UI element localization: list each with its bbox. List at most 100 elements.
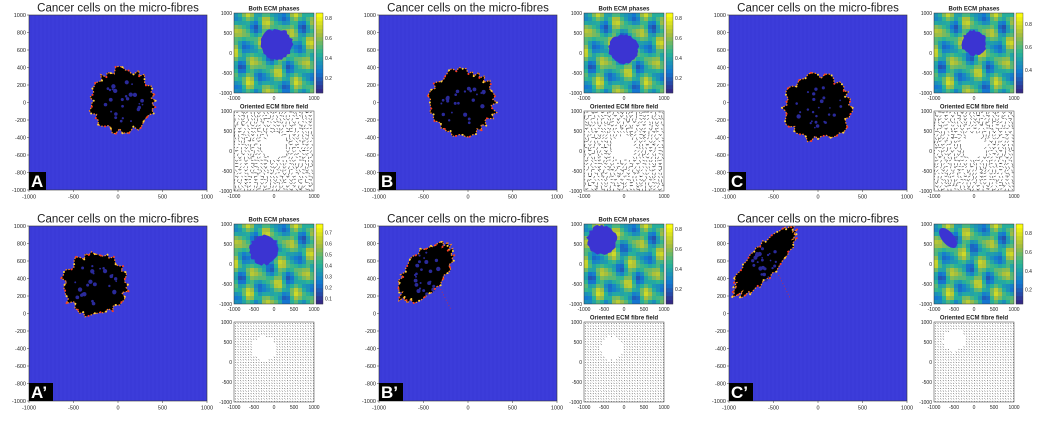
y-tick-label: 1000: [14, 224, 26, 230]
tumor-edge-cell: [412, 301, 415, 304]
tumor-void: [814, 87, 818, 91]
tumor-void: [760, 247, 764, 251]
colorbar-segment: [316, 33, 323, 38]
colorbar-segment: [666, 69, 673, 74]
tumor-edge-cell: [798, 79, 801, 82]
tumor-void: [752, 263, 756, 267]
tumor-edge-cell: [120, 301, 123, 304]
fibre-segments: [934, 322, 1014, 402]
colorbar-segment: [1016, 260, 1023, 265]
fibre-y-tick-label: 500: [224, 129, 233, 135]
colorbar-segment: [1016, 73, 1023, 78]
tumor-edge-cell: [489, 83, 492, 86]
tumor-void: [455, 89, 460, 94]
ecm-x-tick-label: 500: [640, 307, 649, 313]
tumor-void: [429, 280, 432, 283]
colorbar-tick-label: 0.7: [325, 231, 332, 237]
tumor-edge-cell: [798, 133, 801, 136]
tumor-edge-cell: [822, 134, 825, 137]
tumor-edge-cell: [747, 256, 750, 259]
fibre-y-tick-label: -500: [922, 169, 932, 175]
tumor-edge-cell: [126, 283, 129, 286]
tumor-edge-cell: [737, 293, 740, 296]
colorbar-segment: [316, 73, 323, 78]
tumor-edge-cell: [104, 125, 107, 128]
tumor-edge-cell: [770, 234, 773, 237]
tumor-void: [815, 114, 818, 118]
fibre-y-tick-label: 1000: [221, 320, 232, 326]
ecm-title: Both ECM phases: [248, 218, 300, 224]
tumor-edge-cell: [792, 243, 795, 246]
tumor-edge-cell: [114, 304, 117, 307]
fibre-x-tick-label: -1000: [228, 194, 241, 200]
colorbar-frame: [315, 12, 324, 94]
tumor-edge-cell: [114, 65, 117, 68]
tumor-void: [81, 266, 85, 270]
x-tick-label: 1000: [551, 406, 563, 412]
colorbar-segment: [1016, 77, 1023, 82]
ecm-y-tick-label: 0: [929, 262, 932, 268]
colorbar-segment: [316, 252, 323, 257]
tumor-void: [75, 295, 80, 300]
colorbar-tick-label: 0.4: [325, 56, 332, 62]
tumor-edge-cell: [123, 277, 126, 280]
fibre-axes-frame: [233, 321, 315, 403]
tumor-void: [90, 269, 95, 274]
tumor-edge-cell: [152, 112, 155, 115]
fibre-x-tick-label: -500: [599, 405, 609, 411]
tumor-edge-cell: [446, 249, 449, 252]
panel-letter-text: A’: [31, 383, 47, 402]
tumor-edge-cell: [749, 293, 752, 296]
colorbar-segment: [666, 288, 673, 293]
tumor-cluster: [426, 66, 499, 138]
x-tick-label: 500: [858, 406, 867, 412]
tumor-edge-cell: [70, 268, 73, 271]
ecm-y-tick-label: -1000: [569, 91, 582, 97]
tumor-edge-cell: [744, 294, 747, 297]
main-plot: Cancer cells on the micro-fibres -1000 -50…: [12, 3, 213, 201]
colorbar-segment: [1016, 85, 1023, 90]
ecm-x-tick-label: 500: [290, 307, 299, 313]
colorbar-segment: [666, 73, 673, 78]
panel-letter: A: [29, 172, 46, 191]
tumor-edge-cell: [784, 93, 787, 96]
ecm-y-tick-label: 1000: [571, 11, 582, 17]
tumor-edge-cell: [76, 308, 79, 311]
colorbar-tick-label: 0.3: [325, 274, 332, 280]
tumor-edge-cell: [127, 132, 130, 135]
tumor-edge-cell: [467, 72, 470, 75]
colorbar-tick-label: 0.4: [1025, 269, 1032, 275]
tumor-void: [768, 252, 771, 255]
tumor-void: [812, 92, 816, 96]
colorbar-segment: [666, 57, 673, 62]
tumor-edge-cell: [793, 130, 796, 133]
tumor-edge-cell: [480, 129, 483, 132]
colorbar-segment: [1016, 232, 1023, 237]
ecm-plot: Both ECM phases -1000 -500 0 500 1000 -1000 -50…: [219, 218, 320, 314]
x-tick-label: 0: [466, 195, 469, 201]
tumor-edge-cell: [121, 132, 124, 135]
tumor-edge-cell: [100, 79, 103, 82]
tumor-void: [434, 258, 439, 263]
panel-B-prime: Cancer cells on the micro-fibres -1000 -50…: [362, 214, 682, 412]
fibre-y-tick-label: 0: [579, 149, 582, 155]
tumor-edge-cell: [491, 107, 494, 110]
fibre-x-tick-label: 0: [623, 405, 626, 411]
tumor-edge-cell: [398, 281, 401, 284]
x-tick-label: -1000: [372, 195, 386, 201]
tumor-edge-cell: [784, 120, 787, 123]
y-tick-label: 600: [17, 48, 26, 54]
tumor-edge-cell: [419, 247, 422, 250]
tumor-cluster: [730, 226, 799, 300]
cell-field-background: [29, 226, 207, 401]
colorbar-segment: [666, 29, 673, 34]
tumor-edge-cell: [418, 299, 421, 302]
ecm-title: Both ECM phases: [598, 7, 650, 13]
y-tick-label: -200: [15, 329, 26, 335]
colorbar-segment: [1016, 264, 1023, 269]
tumor-edge-cell: [817, 73, 819, 76]
tumor-edge-cell: [65, 295, 68, 298]
colorbar-segment: [666, 236, 673, 241]
panel-letter: C: [729, 172, 746, 191]
fibre-y-tick-label: 500: [574, 129, 583, 135]
